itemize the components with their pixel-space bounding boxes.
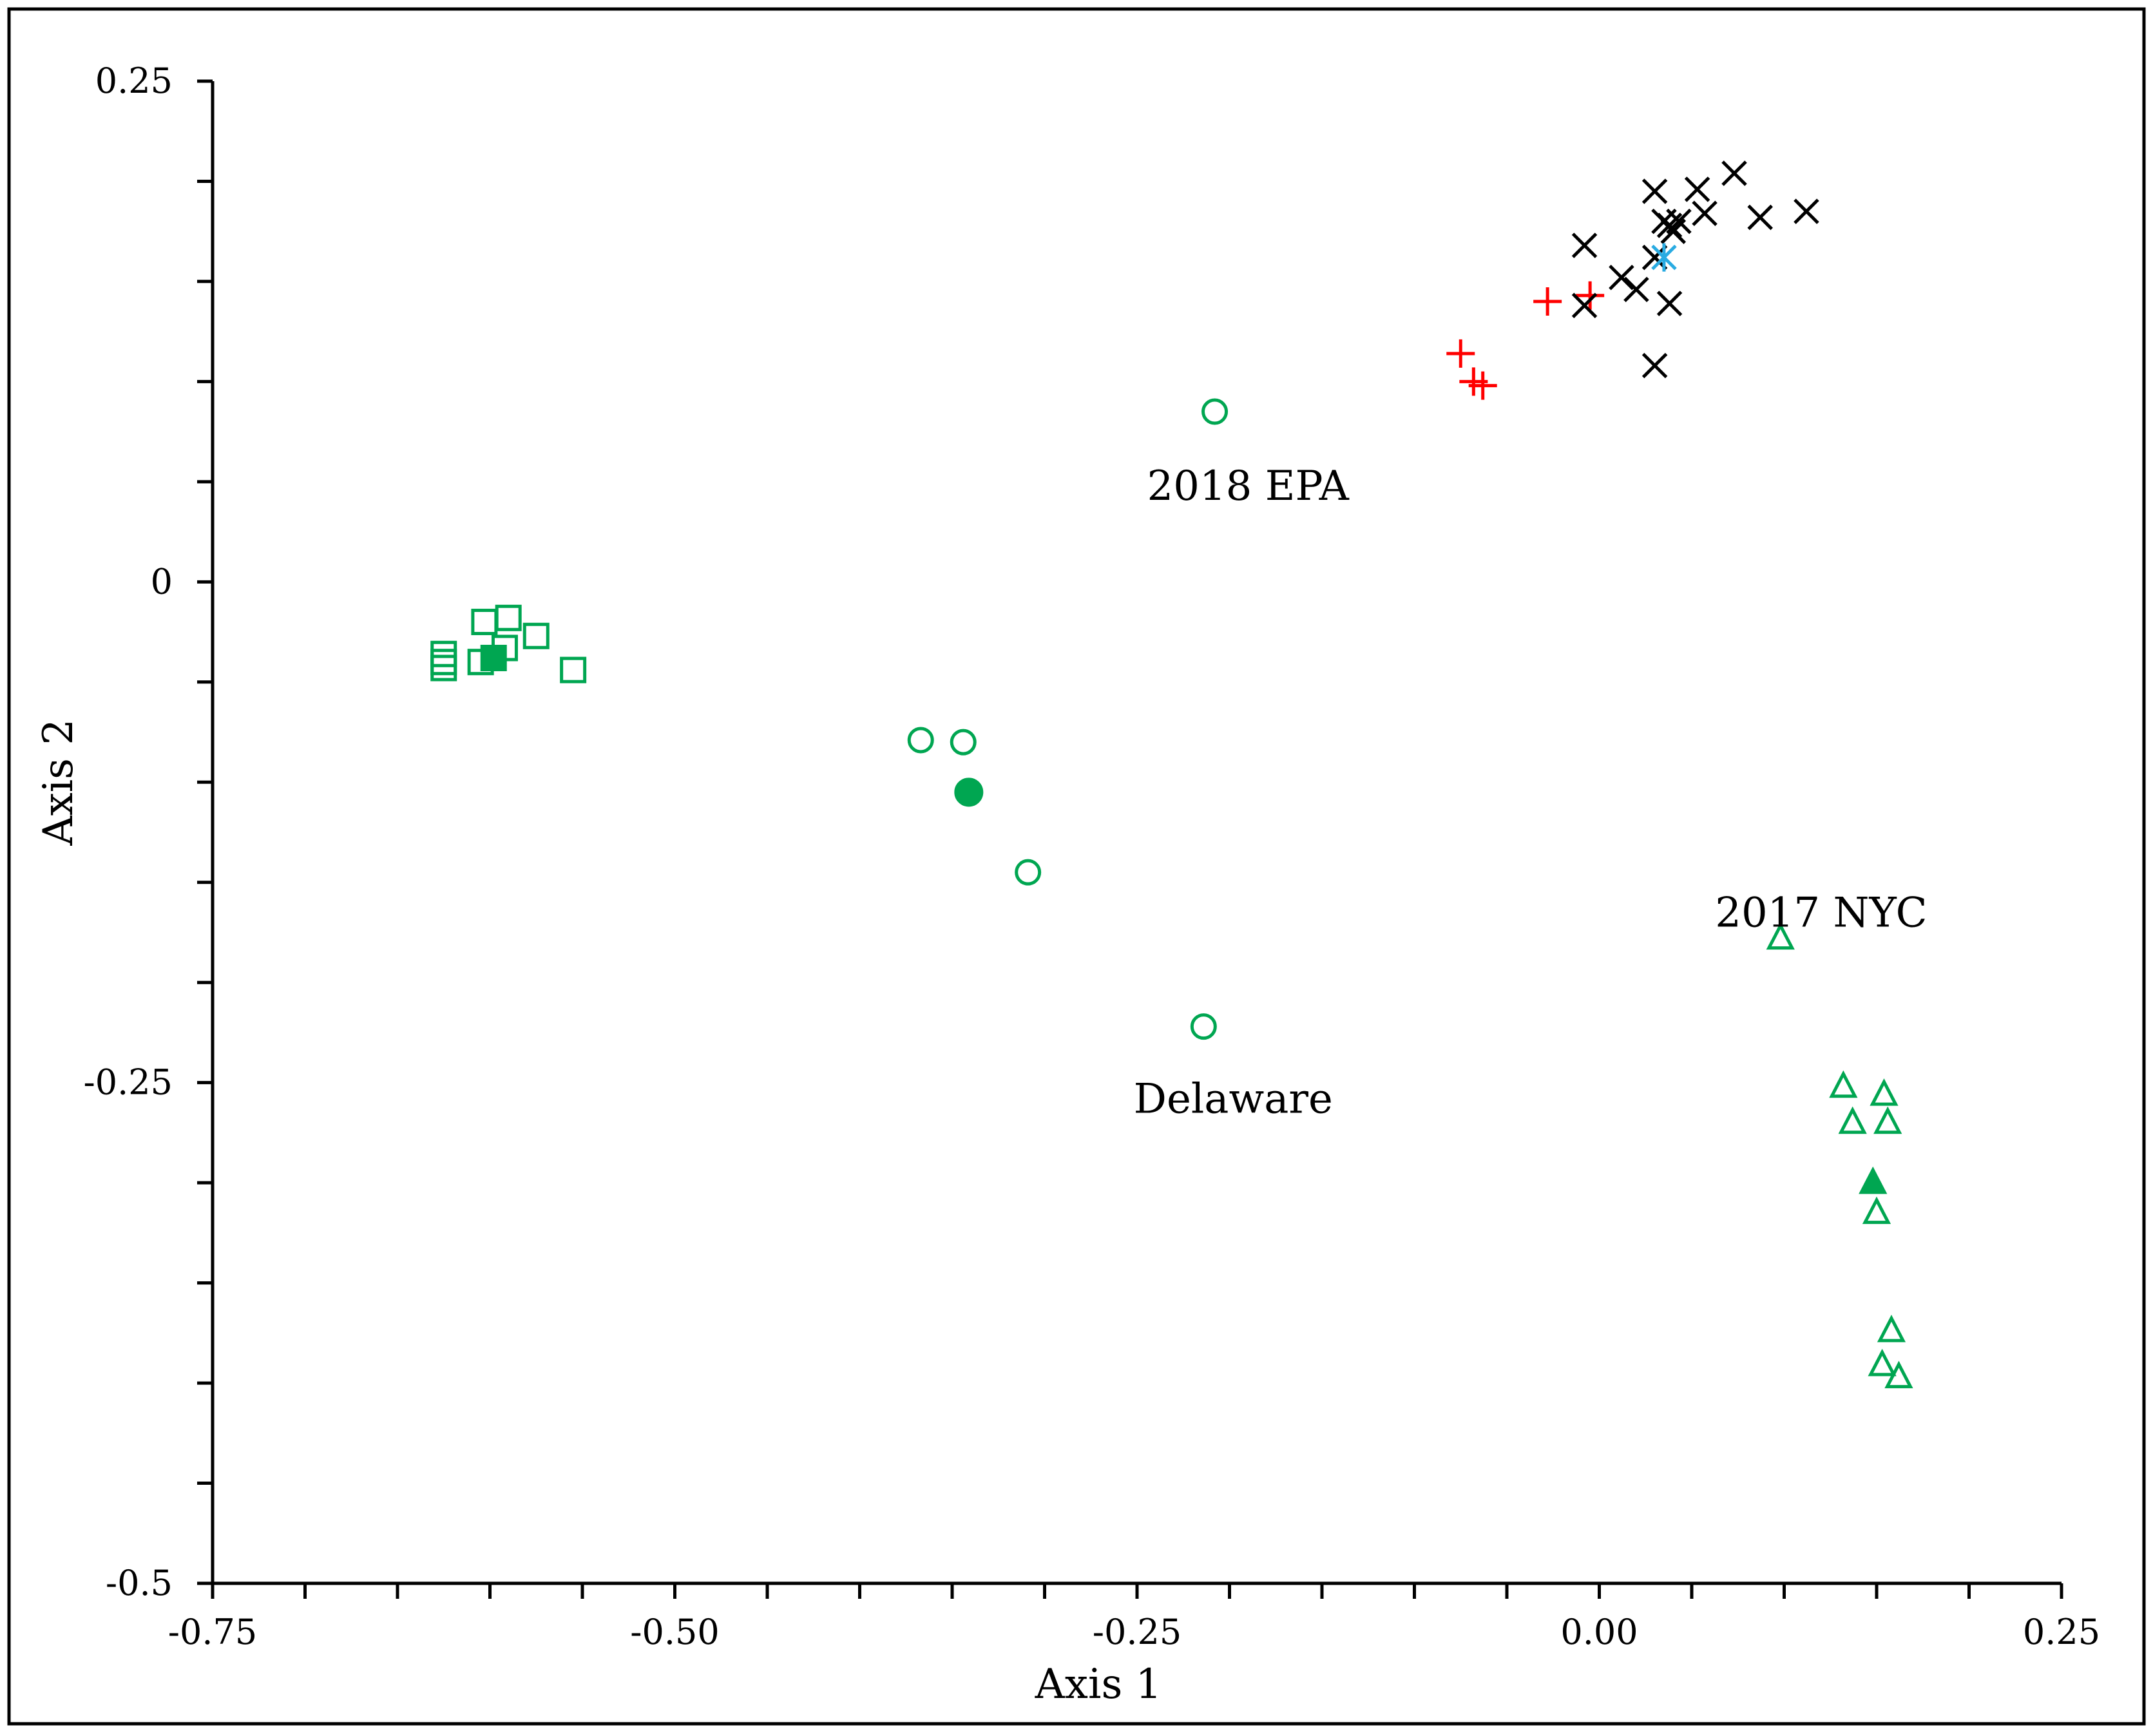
triangle-open-marker <box>1873 1106 1902 1134</box>
circle-filled-marker <box>954 777 984 807</box>
x-marker-b <box>1721 160 1747 186</box>
x-tick-label: -0.50 <box>630 1612 719 1652</box>
circle-open-marker <box>1201 398 1229 425</box>
square-open-marker <box>495 604 522 631</box>
triangle-open-marker <box>1766 922 1795 950</box>
triangle-open-marker <box>1870 1078 1899 1106</box>
circle-open-marker <box>1190 1013 1217 1040</box>
square-open-marker <box>560 656 587 683</box>
plus-marker <box>1533 287 1562 316</box>
x-marker-b <box>1641 178 1668 204</box>
asterisk-marker <box>1651 243 1677 272</box>
x-marker <box>1623 276 1649 303</box>
circle-open-marker <box>1015 859 1042 886</box>
y-axis-title: Axis 2 <box>35 719 82 846</box>
x-tick-label: -0.25 <box>1093 1612 1182 1652</box>
y-tick-label: 0 <box>151 561 173 602</box>
x-marker-b <box>1692 200 1718 226</box>
x-marker-b <box>1571 233 1598 258</box>
x-marker <box>1571 233 1598 258</box>
x-tick-label: 0.00 <box>1560 1612 1638 1652</box>
y-tick-label: -0.25 <box>84 1062 173 1103</box>
square-open-marker <box>522 622 550 649</box>
triangle-open-marker <box>1884 1360 1913 1389</box>
circle-open-marker <box>907 727 934 754</box>
x-marker <box>1721 160 1747 186</box>
annotation-nyc: 2017 NYC <box>1715 889 1927 937</box>
x-axis-title: Axis 1 <box>1035 1661 1162 1708</box>
x-marker-b <box>1666 208 1692 234</box>
square-open-marker <box>430 654 457 682</box>
axes: -0.5 -0.25 0 0.25 -0.75 -0.50 -0.25 0.00 0.25 <box>84 61 2101 1652</box>
annotation-epa: 2018 EPA <box>1147 463 1350 510</box>
x-marker <box>1666 208 1692 234</box>
chart-frame <box>7 7 2146 1726</box>
triangle-filled-marker <box>1859 1166 1888 1194</box>
x-marker-b <box>1684 176 1710 202</box>
x-marker <box>1641 352 1668 379</box>
x-marker <box>1794 198 1819 224</box>
x-marker <box>1656 291 1683 316</box>
y-tick-label: -0.5 <box>106 1563 173 1603</box>
x-marker-b <box>1609 264 1634 291</box>
x-tick-label: -0.75 <box>168 1612 257 1652</box>
x-marker-b <box>1623 276 1649 303</box>
annotation-delaware: Delaware <box>1134 1076 1333 1123</box>
x-marker <box>1747 204 1773 231</box>
x-marker-b <box>1641 352 1668 379</box>
x-tick-label: 0.25 <box>2023 1612 2100 1652</box>
plus-marker <box>1468 371 1497 400</box>
data-marks <box>430 160 1913 1389</box>
triangle-open-marker <box>1829 1070 1858 1098</box>
x-marker <box>1692 200 1718 226</box>
x-marker-b <box>1794 198 1819 224</box>
plus-marker <box>1446 339 1475 368</box>
triangle-open-marker <box>1862 1196 1891 1225</box>
x-marker <box>1571 292 1598 319</box>
triangle-open-marker <box>1838 1106 1867 1134</box>
triangle-open-marker <box>1877 1315 1906 1342</box>
y-tick-label: 0.25 <box>95 61 173 101</box>
x-marker <box>1641 178 1668 204</box>
x-marker <box>1684 176 1710 202</box>
circle-open-marker <box>950 729 977 756</box>
x-marker-b <box>1571 292 1598 319</box>
annotations: 2018 EPA Delaware 2017 NYC <box>1134 463 1928 1123</box>
square-filled-marker <box>480 644 507 671</box>
triangle-open-marker <box>1868 1348 1897 1377</box>
x-marker-b <box>1656 291 1683 316</box>
x-marker <box>1609 264 1634 291</box>
plus-marker <box>1576 281 1605 310</box>
x-marker-b <box>1747 204 1773 231</box>
